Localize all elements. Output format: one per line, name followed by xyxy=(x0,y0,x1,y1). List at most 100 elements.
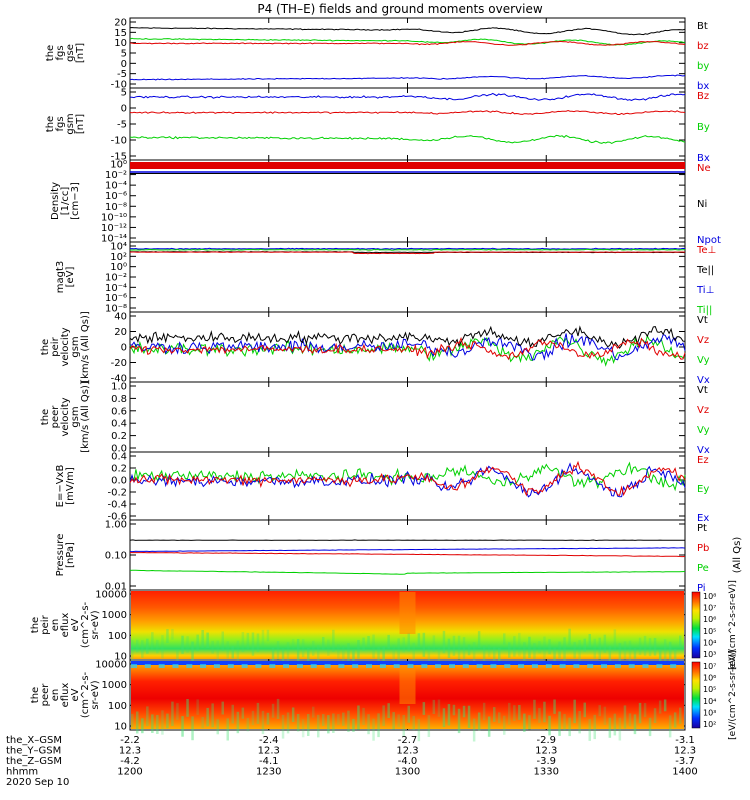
spectrogram-texture xyxy=(146,706,149,727)
spectrogram-texture xyxy=(186,636,189,653)
legend-label: Pb xyxy=(697,543,709,554)
spectrogram-texture xyxy=(508,642,511,658)
spectrogram-texture xyxy=(503,715,506,735)
spectrogram-texture xyxy=(538,708,541,723)
spectrogram-texture xyxy=(498,712,501,724)
spectrogram-texture xyxy=(161,635,164,659)
spectrogram-top-row xyxy=(241,664,248,668)
spectrogram-texture xyxy=(603,706,607,725)
spectrogram-texture xyxy=(392,644,395,665)
series-line-Bx xyxy=(129,92,686,101)
x-tick-label: 1200 xyxy=(117,767,142,778)
spectrogram-texture xyxy=(588,719,591,741)
spectrogram-texture xyxy=(603,634,607,653)
y-tick-label: 0.0 xyxy=(111,444,127,455)
y-axis-label: eV xyxy=(70,618,81,631)
spectrogram-top-row xyxy=(227,664,234,668)
spectrogram-texture xyxy=(563,714,566,731)
spectrogram-texture xyxy=(337,644,340,659)
temp-line-Te-perp xyxy=(129,251,686,255)
spectrogram-texture xyxy=(251,632,255,656)
spectrogram-texture xyxy=(508,702,511,725)
y-axis-label: gse xyxy=(65,44,76,62)
spectrogram-top-row xyxy=(628,664,635,668)
spectrogram-texture xyxy=(442,630,446,654)
spectrogram-texture xyxy=(161,710,164,735)
y-tick-label: 10⁻¹⁴ xyxy=(101,234,127,245)
spectrogram-texture xyxy=(362,637,365,651)
x-tick-label: -4.2 xyxy=(120,756,140,767)
y-tick-label: 1000 xyxy=(102,610,127,621)
spectrogram-texture xyxy=(246,718,250,732)
spectrogram-top-row xyxy=(587,664,594,668)
spectrogram-texture xyxy=(141,640,144,658)
spectrogram-texture xyxy=(176,703,179,720)
spectrogram-texture xyxy=(568,717,571,737)
spectrogram-top-row xyxy=(269,664,276,668)
spectrogram-texture xyxy=(261,710,265,735)
spectrogram-texture xyxy=(402,637,405,653)
spectrogram-texture xyxy=(668,715,672,738)
spectrogram-texture xyxy=(256,633,260,653)
x-tick-label: 12.3 xyxy=(396,746,418,757)
spectrogram-texture xyxy=(201,630,204,648)
spectrogram-texture xyxy=(266,712,270,725)
colorbar-tick-label: 10³ xyxy=(703,650,716,659)
spectrogram-texture xyxy=(548,715,551,736)
spectrogram-texture xyxy=(442,708,446,728)
density-band-Ne xyxy=(130,162,685,169)
x-tick-label: 12.3 xyxy=(674,746,696,757)
spectrogram-texture xyxy=(271,647,275,668)
y-axis-label: en xyxy=(50,689,61,702)
spectrogram-texture xyxy=(166,629,169,643)
spectrogram-top-row xyxy=(545,664,552,668)
y-tick-label: 10⁻⁶ xyxy=(105,191,127,202)
spectrogram-top-row xyxy=(366,664,372,668)
spectrogram-texture xyxy=(573,699,576,724)
x-tick-label: -2.9 xyxy=(536,735,556,746)
spectrogram-top-row xyxy=(352,664,359,668)
series-line-Ex xyxy=(129,462,686,498)
spectrogram-texture xyxy=(528,715,531,730)
spectrogram-top-row xyxy=(504,664,511,668)
colorbar-tick-label: 10² xyxy=(703,720,716,729)
spectrogram-texture xyxy=(362,707,365,725)
y-tick-label: -5 xyxy=(117,69,127,80)
legend-label: Ti⊥ xyxy=(696,285,714,296)
spectrogram-texture xyxy=(342,712,345,726)
spectrogram-dip xyxy=(399,592,416,634)
y-tick-label: 5 xyxy=(121,49,127,60)
legend-label: Bx xyxy=(697,153,710,164)
spectrogram-texture xyxy=(291,707,295,722)
spectrogram-texture xyxy=(482,702,486,721)
spectrogram-texture xyxy=(558,711,561,736)
y-tick-label: 100 xyxy=(108,701,127,712)
y-tick-label: 40 xyxy=(114,312,127,323)
spectrogram-texture xyxy=(578,640,581,662)
spectrogram-texture xyxy=(543,636,546,660)
y-axis-label: eflux xyxy=(60,683,71,708)
legend-label: Vx xyxy=(697,445,710,456)
spectrogram-top-row xyxy=(573,664,580,668)
y-axis-label: [1/cc] xyxy=(60,187,71,216)
y-tick-label: 0.0 xyxy=(111,476,127,487)
colorbar xyxy=(691,591,701,659)
y-axis-label: the xyxy=(30,617,41,633)
spectrogram-top-row xyxy=(213,664,220,668)
spectrogram-texture xyxy=(482,645,486,662)
spectrogram-texture xyxy=(633,648,637,659)
y-tick-label: 0.2 xyxy=(111,431,127,442)
spectrogram-texture xyxy=(673,648,677,660)
spectrogram-texture xyxy=(156,715,159,734)
spectrogram-texture xyxy=(447,638,451,659)
spectrogram-texture xyxy=(337,714,340,725)
spectrogram-texture xyxy=(462,637,466,659)
spectrogram-texture xyxy=(503,633,506,645)
colorbar-tick-label: 10⁸ xyxy=(703,592,716,601)
spectrogram-top-row xyxy=(144,664,151,668)
spectrogram-texture xyxy=(146,638,149,654)
spectrogram-texture xyxy=(437,699,441,717)
spectrogram-texture xyxy=(377,713,380,738)
y-tick-label: -5 xyxy=(117,120,127,131)
spectrogram-texture xyxy=(633,714,637,735)
